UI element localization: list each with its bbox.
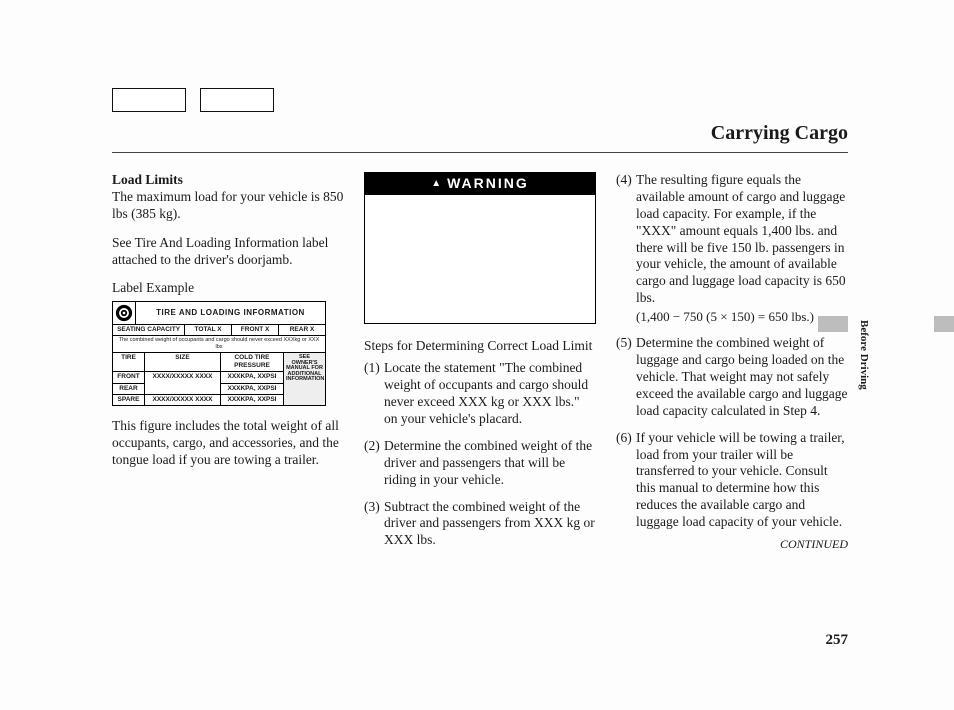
step-text: Determine the combined weight of the dri… (384, 438, 596, 489)
step-text: If your vehicle will be towing a trailer… (636, 430, 848, 531)
th-tire: TIRE (113, 353, 145, 372)
warning-box: ▲ WARNING (364, 172, 596, 324)
row-spare-label: SPARE (113, 395, 145, 405)
tire-label-body: TIRE SIZE COLD TIRE PRESSURE FRONT XXXX/… (113, 353, 325, 405)
nav-next-button[interactable] (200, 88, 274, 112)
figure-note: This figure includes the total weight of… (112, 418, 344, 469)
row-spare-pressure: XXXKPA, XXPSI (221, 395, 283, 405)
column-2: ▲ WARNING Steps for Determining Correct L… (364, 172, 596, 559)
steps-list-col2: (1) Locate the statement "The combined w… (364, 360, 596, 549)
row-front-label: FRONT (113, 372, 145, 383)
row-rear-size (145, 384, 221, 395)
label-example-caption: Label Example (112, 280, 344, 297)
tire-icon (113, 302, 136, 324)
body-columns: Load Limits The maximum load for your ve… (112, 172, 848, 559)
row-spare-size: XXXX/XXXXX XXXX (145, 395, 221, 405)
combined-weight-note: The combined weight of occupants and car… (113, 336, 325, 353)
side-tab-bar-edge (934, 316, 954, 332)
load-limits-heading: Load Limits (112, 172, 183, 187)
step-text: Locate the statement "The combined weigh… (384, 360, 596, 428)
step-num: (6) (616, 430, 636, 531)
step-4: (4) The resulting figure equals the avai… (616, 172, 848, 325)
row-rear-pressure: XXXKPA, XXPSI (221, 384, 283, 395)
step-text: Subtract the combined weight of the driv… (384, 499, 596, 550)
step-6: (6) If your vehicle will be towing a tra… (616, 430, 848, 531)
seating-row: SEATING CAPACITY TOTAL X FRONT X REAR X (113, 325, 325, 336)
step-4-calc: (1,400 − 750 (5 × 150) = 650 lbs.) (636, 309, 848, 325)
nav-prev-button[interactable] (112, 88, 186, 112)
step-num: (3) (364, 499, 384, 550)
see-label-text: See Tire And Loading Information label a… (112, 235, 344, 269)
th-pressure: COLD TIRE PRESSURE (221, 353, 283, 372)
continued-marker: CONTINUED (616, 537, 848, 552)
warning-header: ▲ WARNING (365, 173, 595, 195)
step-3: (3) Subtract the combined weight of the … (364, 499, 596, 550)
step-num: (5) (616, 335, 636, 419)
section-tab: Before Driving (858, 320, 870, 390)
seating-capacity-label: SEATING CAPACITY (113, 325, 185, 335)
steps-intro: Steps for Determining Correct Load Limit (364, 338, 596, 355)
step-text: Determine the combined weight of luggage… (636, 335, 848, 419)
seating-rear: REAR X (279, 325, 325, 335)
warning-body (365, 195, 595, 323)
step-5: (5) Determine the combined weight of lug… (616, 335, 848, 419)
row-front-size: XXXX/XXXXX XXXX (145, 372, 221, 383)
th-size: SIZE (145, 353, 221, 372)
column-1: Load Limits The maximum load for your ve… (112, 172, 344, 559)
nav-boxes (112, 88, 274, 112)
steps-list-col3: (4) The resulting figure equals the avai… (616, 172, 848, 531)
tire-label-title: TIRE AND LOADING INFORMATION (136, 306, 325, 320)
tire-label-figure: TIRE AND LOADING INFORMATION SEATING CAP… (112, 301, 344, 406)
step-2: (2) Determine the combined weight of the… (364, 438, 596, 489)
page: Carrying Cargo Before Driving Load Limit… (0, 0, 954, 710)
seating-total: TOTAL X (185, 325, 232, 335)
step-text: The resulting figure equals the availabl… (636, 172, 848, 325)
step-num: (2) (364, 438, 384, 489)
seating-front: FRONT X (232, 325, 279, 335)
row-rear-label: REAR (113, 384, 145, 395)
column-3: (4) The resulting figure equals the avai… (616, 172, 848, 559)
page-title: Carrying Cargo (711, 122, 848, 145)
warning-triangle-icon: ▲ (431, 178, 443, 191)
step-4-text: The resulting figure equals the availabl… (636, 172, 846, 305)
step-1: (1) Locate the statement "The combined w… (364, 360, 596, 428)
load-limits-intro: The maximum load for your vehicle is 850… (112, 189, 343, 221)
page-number: 257 (826, 632, 849, 649)
row-front-pressure: XXXKPA, XXPSI (221, 372, 283, 383)
step-num: (4) (616, 172, 636, 325)
warning-label: WARNING (447, 175, 529, 191)
title-rule (112, 152, 848, 153)
owner-manual-note: SEE OWNER'S MANUAL FOR ADDITIONAL INFORM… (283, 353, 325, 405)
step-num: (1) (364, 360, 384, 428)
